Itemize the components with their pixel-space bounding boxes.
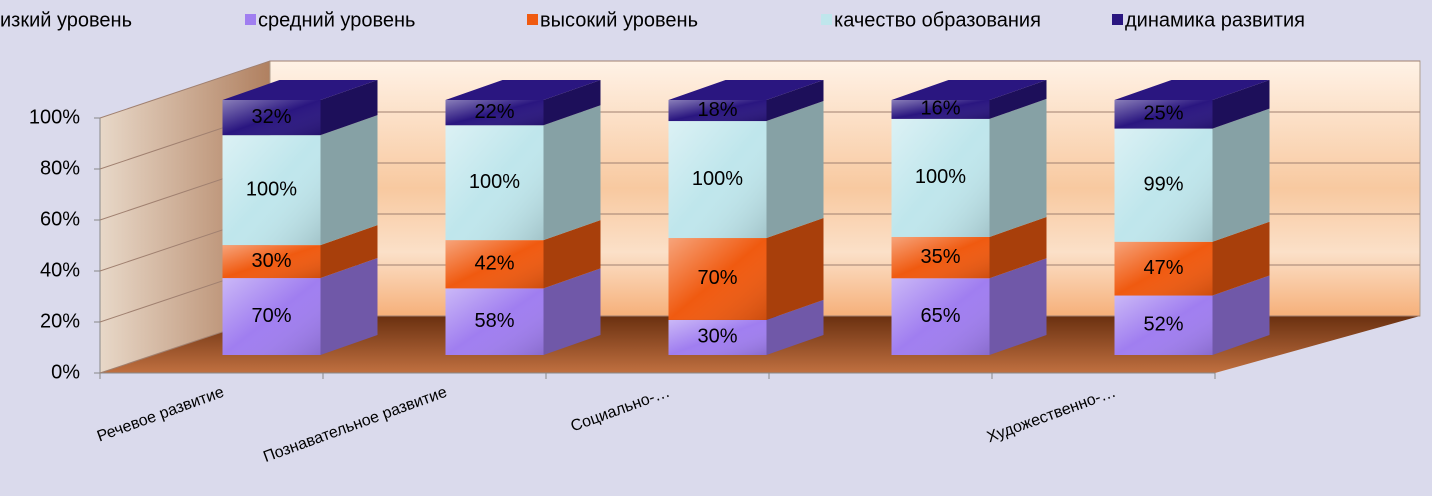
bar-shine xyxy=(222,245,321,279)
legend-marker xyxy=(821,14,832,25)
legend-label: качество образования xyxy=(834,9,1041,31)
bar-side xyxy=(320,225,378,279)
bar-shine xyxy=(1114,100,1213,129)
bar-side xyxy=(543,80,601,126)
legend: изкий уровень средний уровень высокий уров… xyxy=(0,9,1305,31)
bar-side xyxy=(1212,108,1270,242)
bar-shine xyxy=(668,100,767,122)
bar-side xyxy=(320,115,378,246)
data-label: 25% xyxy=(1143,103,1183,125)
grid-line xyxy=(99,60,1420,119)
data-label: 99% xyxy=(1143,173,1183,195)
data-label: 100% xyxy=(915,166,966,188)
bar-shine xyxy=(891,278,990,355)
bar-shine xyxy=(445,240,544,289)
y-tick-label: 40% xyxy=(40,259,80,281)
bar-side xyxy=(1212,221,1270,296)
bar-shine xyxy=(222,135,321,246)
y-tick-label: 100% xyxy=(29,106,80,128)
data-label: 52% xyxy=(1143,314,1183,336)
bar-side xyxy=(989,258,1047,355)
bar-top xyxy=(222,80,378,100)
y-tick-label: 60% xyxy=(40,208,80,230)
bar-side xyxy=(766,101,824,239)
data-label: 70% xyxy=(697,267,737,289)
bars: 70% 30% 100% 32% 58% 42% 100% 22% 30% 70% 100% 18% 6… xyxy=(222,80,1270,355)
data-label: 32% xyxy=(251,106,291,128)
y-tick-label: 0% xyxy=(51,361,80,383)
bar-shine xyxy=(445,100,544,126)
bar-top xyxy=(891,80,1047,100)
bar-side xyxy=(766,80,824,122)
data-label: 100% xyxy=(246,178,297,200)
data-label: 47% xyxy=(1143,257,1183,279)
data-label: 35% xyxy=(920,246,960,268)
bar-side xyxy=(989,98,1047,237)
data-label: 18% xyxy=(697,99,737,121)
bar-shine xyxy=(891,118,990,237)
legend-label: динамика развития xyxy=(1125,9,1305,31)
bar-shine xyxy=(668,319,767,355)
bar-side xyxy=(1212,275,1270,355)
data-label: 16% xyxy=(920,98,960,120)
legend-marker xyxy=(527,14,538,25)
bar-shine xyxy=(1114,295,1213,355)
legend-marker xyxy=(245,14,256,25)
bar-top xyxy=(668,80,824,100)
data-label: 42% xyxy=(474,253,514,275)
data-label: 70% xyxy=(251,305,291,327)
data-label: 22% xyxy=(474,101,514,123)
bar-shine xyxy=(445,125,544,241)
bar-shine xyxy=(1114,241,1213,296)
bar-side xyxy=(320,258,378,355)
bar-side xyxy=(1212,80,1270,129)
y-tick-label: 80% xyxy=(40,157,80,179)
legend-label: высокий уровень xyxy=(540,9,698,31)
bar-side xyxy=(320,80,378,136)
bar-top xyxy=(1114,80,1270,100)
y-tick-label: 20% xyxy=(40,310,80,332)
legend-marker xyxy=(1112,14,1123,25)
bar-side xyxy=(989,216,1047,279)
legend-label: изкий уровень xyxy=(0,9,132,31)
bar-shine xyxy=(891,236,990,279)
bar-shine xyxy=(445,288,544,355)
data-label: 100% xyxy=(692,168,743,190)
data-label: 30% xyxy=(697,326,737,348)
data-label: 30% xyxy=(251,250,291,272)
data-label: 58% xyxy=(474,310,514,332)
data-label: 100% xyxy=(469,171,520,193)
bar-side xyxy=(989,80,1047,119)
bar-shine xyxy=(1114,128,1213,242)
bar-top xyxy=(445,80,601,100)
bar-side xyxy=(543,105,601,241)
bar-shine xyxy=(891,100,990,119)
bar-shine xyxy=(222,278,321,355)
bar-shine xyxy=(668,238,767,320)
bar-side xyxy=(543,268,601,355)
bar-side xyxy=(766,299,824,355)
bar-shine xyxy=(668,121,767,239)
bar-shine xyxy=(222,100,321,136)
data-label: 65% xyxy=(920,305,960,327)
legend-label: средний уровень xyxy=(258,9,415,31)
bar-side xyxy=(766,218,824,320)
bar-side xyxy=(543,220,601,289)
